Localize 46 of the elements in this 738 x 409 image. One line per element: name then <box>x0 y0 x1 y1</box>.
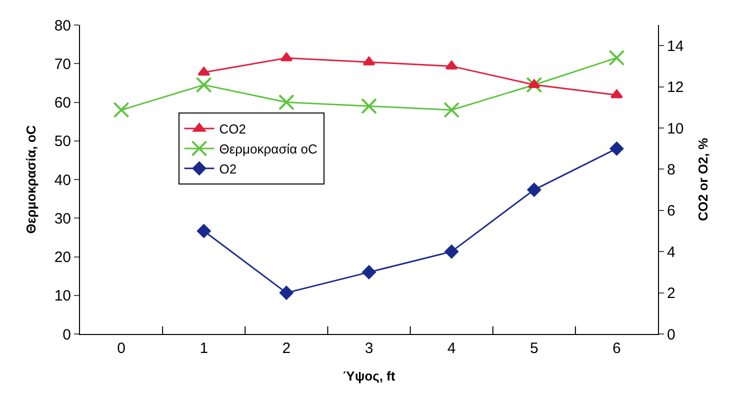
y-tick-label: 80 <box>54 17 71 34</box>
legend-label: O2 <box>219 161 237 176</box>
x-tick-label: 1 <box>200 340 208 357</box>
y-tick-label: 40 <box>54 172 71 189</box>
y2-tick-label: 0 <box>667 326 676 344</box>
point <box>361 98 377 114</box>
y-tick-label: 20 <box>54 249 71 266</box>
x-tick-label: 6 <box>612 340 621 357</box>
y-tick-label: 10 <box>54 288 71 305</box>
point <box>444 102 460 118</box>
y-tick-label: 0 <box>62 326 71 344</box>
x-axis-title: Ύψος, ft <box>342 368 396 384</box>
y-axis-title: Θερμοκρασία, oC <box>23 124 38 234</box>
point <box>608 50 625 66</box>
point <box>362 265 376 280</box>
y2-tick-label: 10 <box>667 120 684 138</box>
x-tick-label: 4 <box>447 340 456 357</box>
y2-tick-label: 12 <box>667 79 684 96</box>
y-tick-label: 30 <box>54 210 71 228</box>
y2-tick-label: 6 <box>667 202 676 220</box>
legend-label: CO2 <box>219 122 246 137</box>
point <box>278 94 294 110</box>
point <box>196 76 212 93</box>
point <box>527 182 541 197</box>
legend-label: Θερμοκρασία oC <box>219 142 318 157</box>
point <box>526 76 542 93</box>
y2-tick-label: 2 <box>667 285 676 302</box>
y2-tick-label: 4 <box>667 244 676 261</box>
point <box>280 52 293 62</box>
x-tick-label: 5 <box>530 340 538 357</box>
point <box>197 224 211 238</box>
x-tick-label: 2 <box>282 340 291 357</box>
point <box>113 102 130 118</box>
point <box>610 142 624 156</box>
y-tick-label: 70 <box>54 56 71 73</box>
point <box>610 90 623 98</box>
point <box>280 286 294 300</box>
point <box>198 66 210 76</box>
y2-tick-label: 14 <box>667 38 684 55</box>
point <box>444 244 458 258</box>
y-tick-label: 60 <box>54 94 71 112</box>
x-tick-label: 0 <box>117 340 126 357</box>
y2-axis-title: CO2 or O2, % <box>695 138 710 222</box>
x-tick-label: 3 <box>364 340 374 357</box>
y2-tick-label: 8 <box>667 161 676 178</box>
y-tick-label: 50 <box>54 133 71 150</box>
